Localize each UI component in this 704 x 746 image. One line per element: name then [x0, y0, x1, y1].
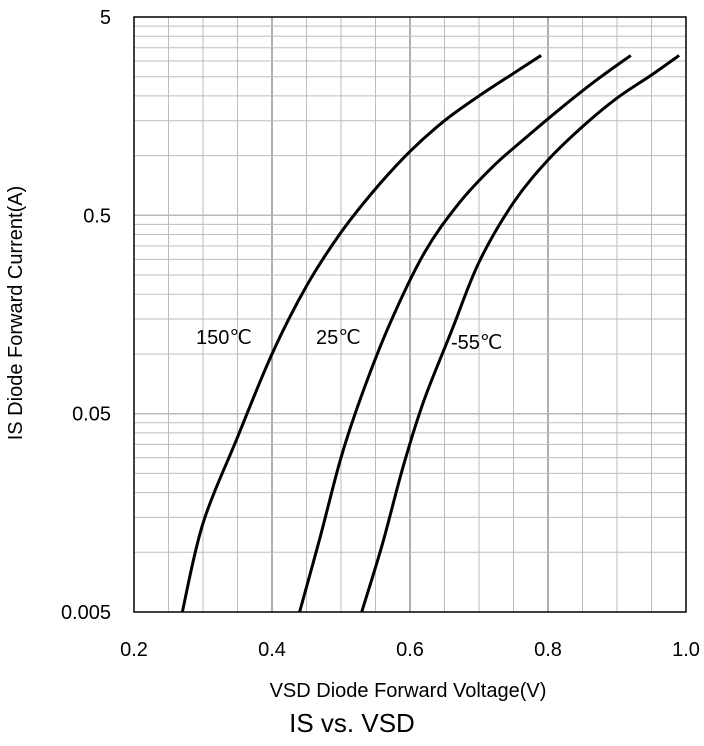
y-tick-label: 5	[100, 7, 111, 29]
chart-title: IS vs. VSD	[289, 708, 415, 738]
plot-border	[133, 16, 687, 613]
y-tick-label: 0.05	[72, 404, 111, 426]
y-tick-labels: 0.005 0.05 0.5 5	[61, 7, 111, 624]
x-tick-label: 1.0	[672, 639, 700, 661]
grid	[134, 17, 686, 612]
series-lines	[180, 54, 680, 613]
series-line	[298, 54, 632, 613]
series-line	[360, 54, 680, 613]
series-label: -55℃	[451, 332, 502, 354]
x-tick-label: 0.8	[534, 639, 562, 661]
y-tick-label: 0.5	[83, 205, 111, 227]
x-tick-labels: 0.2 0.4 0.6 0.8 1.0	[120, 639, 700, 661]
x-tick-label: 0.2	[120, 639, 148, 661]
x-tick-label: 0.6	[396, 639, 424, 661]
x-tick-label: 0.4	[258, 639, 286, 661]
series-line	[180, 54, 542, 613]
series-labels: 150℃ 25℃ -55℃	[196, 327, 502, 354]
series-label: 150℃	[196, 327, 252, 349]
y-axis-label: IS Diode Forward Current(A)	[5, 186, 27, 441]
series-label: 25℃	[316, 327, 361, 349]
x-axis-label: VSD Diode Forward Voltage(V)	[270, 680, 547, 702]
y-tick-label: 0.005	[61, 602, 111, 624]
